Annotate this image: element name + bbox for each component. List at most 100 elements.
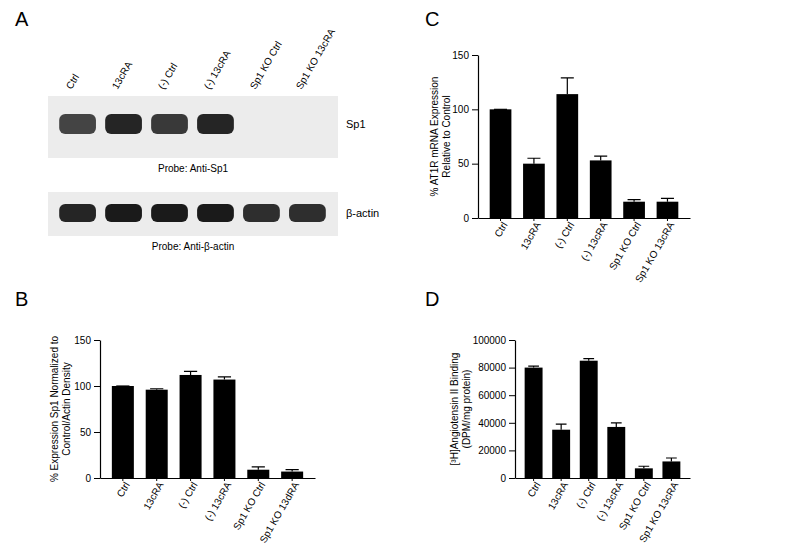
tick-mark (509, 450, 515, 451)
tick-label: 20000 (478, 445, 506, 456)
panel-label: D (425, 288, 439, 310)
tick-mark (472, 164, 478, 165)
tick: Sp1 KO Ctrl (607, 218, 643, 272)
blot-band (243, 114, 280, 134)
blot-band (151, 114, 188, 134)
tick: 50 (80, 427, 100, 438)
bar (662, 461, 680, 478)
axis-line (515, 341, 516, 479)
tick: 100 (452, 104, 478, 115)
tick-label: 80000 (478, 362, 506, 373)
blot-band (59, 114, 96, 134)
tick: Sp1 KO 13dRA (257, 478, 301, 545)
tick-mark (94, 340, 100, 341)
tick-label: 50 (458, 158, 470, 169)
tick-mark (509, 395, 515, 396)
blot-band (243, 204, 280, 222)
tick: 80000 (478, 362, 515, 373)
error-bar (583, 359, 594, 361)
axis-title: Control/Actin Density (61, 362, 72, 455)
bar (590, 160, 612, 218)
tick: (-) 13cRA (594, 478, 625, 523)
tick-label: 40000 (478, 418, 506, 429)
tick-label: Sp1 KO Ctrl (607, 220, 643, 272)
plot-area (490, 78, 679, 218)
bar-chart: B050100150Ctrl13cRA(-) Ctrl(-) 13cRASp1 … (15, 288, 316, 545)
tick: 150 (74, 335, 100, 346)
bar (213, 380, 235, 478)
tick: (-) Ctrl (176, 478, 200, 510)
tick: Ctrl (492, 218, 509, 239)
bar-chart: C050100150Ctrl13cRA(-) Ctrl(-) 13cRASp1 … (425, 8, 691, 284)
tick-mark (94, 386, 100, 387)
bar (623, 202, 645, 218)
lane-label: (-) Ctrl (156, 61, 180, 91)
x-axis: Ctrl13cRA(-) Ctrl(-) 13cRASp1 KO CtrlSp1… (479, 218, 691, 284)
blot-membrane (48, 192, 338, 236)
tick: 13cRA (518, 218, 543, 251)
tick-label: 150 (74, 335, 91, 346)
tick: 40000 (478, 418, 515, 429)
tick: 0 (500, 473, 515, 484)
tick-label: Sp1 KO 13cRA (637, 480, 681, 545)
tick: 13cRA (546, 478, 571, 511)
tick: 50 (458, 158, 478, 169)
tick-mark (472, 109, 478, 110)
bar (523, 164, 545, 218)
error-bar (116, 385, 129, 386)
bar (490, 109, 512, 218)
tick: Ctrl (525, 478, 542, 499)
tick-label: 0 (85, 473, 91, 484)
panel-label: C (425, 8, 439, 30)
error-bar (527, 158, 540, 163)
tick: (-) 13cRA (202, 478, 233, 523)
bar (247, 470, 269, 478)
tick: (-) Ctrl (574, 478, 598, 510)
blot-membrane (48, 96, 338, 158)
tick-mark (509, 340, 515, 341)
error-bar (252, 467, 265, 470)
bar (657, 202, 679, 218)
error-bar (611, 423, 622, 427)
axis-title: Relative to Control (441, 95, 452, 177)
bar (146, 390, 168, 478)
error-bar (150, 388, 163, 390)
blot-band (289, 114, 326, 134)
blot-band (59, 204, 96, 222)
tick-label: Sp1 KO 13dRA (257, 480, 301, 545)
blot-band (197, 114, 234, 134)
tick: Sp1 KO 13cRA (633, 218, 677, 284)
bar (112, 386, 134, 478)
tick-label: 150 (452, 50, 469, 61)
tick: Sp1 KO Ctrl (231, 478, 267, 532)
tick-label: (-) 13cRA (202, 480, 233, 523)
probe-label: Probe: Anti-β-actin (152, 241, 234, 252)
tick-label: 100 (452, 104, 469, 115)
tick-label: Ctrl (115, 480, 132, 499)
tick-mark (94, 478, 100, 479)
tick-label: 0 (500, 473, 506, 484)
x-axis: Ctrl13cRA(-) Ctrl(-) 13cRASp1 KO CtrlSp1… (516, 478, 691, 544)
error-bar (286, 470, 299, 472)
y-axis: 020000400006000080000100000 (473, 335, 516, 484)
error-bar (628, 200, 641, 202)
plot-area (525, 359, 681, 478)
blot-band (105, 114, 142, 134)
lane-label: Ctrl (64, 72, 81, 91)
tick-mark (472, 55, 478, 56)
bar (552, 430, 570, 478)
error-bar (528, 366, 539, 367)
blot-band (197, 204, 234, 222)
tick-label: (-) Ctrl (553, 220, 577, 250)
tick-label: 0 (463, 213, 469, 224)
figure: ACtrl13cRA(-) Ctrl(-) 13cRASp1 KO CtrlSp… (0, 0, 800, 553)
tick: 0 (85, 473, 100, 484)
tick-mark (94, 432, 100, 433)
error-bar (184, 371, 197, 375)
tick-label: 100000 (473, 335, 507, 346)
axis-title: % Expression Sp1 Normalized to (49, 335, 60, 482)
bar (525, 368, 543, 478)
axis-line (478, 56, 479, 219)
tick-label: 13cRA (546, 480, 571, 512)
axis-title: % AT1R mRNA Expression (429, 77, 440, 197)
